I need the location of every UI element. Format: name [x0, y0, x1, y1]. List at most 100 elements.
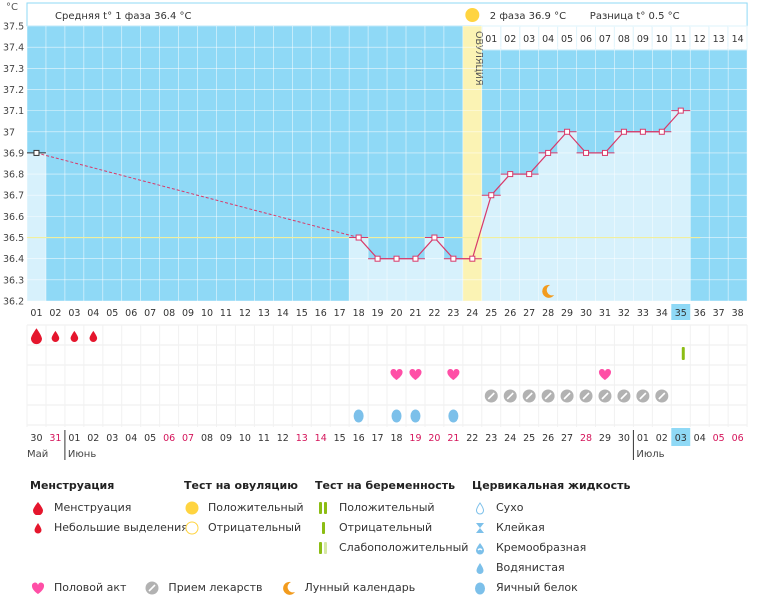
- pill-stripe: [639, 392, 647, 400]
- legend-title-ovulation-test: Тест на овуляцию: [184, 479, 298, 492]
- cycle-day-label: 07: [144, 308, 156, 319]
- egg-white-icon: [448, 409, 459, 423]
- temp-point: [374, 255, 381, 262]
- pill-stripe: [582, 392, 590, 400]
- cycle-day-label: 32: [618, 308, 630, 319]
- small-drop-icon: [30, 520, 46, 536]
- egg-white-icon: [410, 409, 421, 423]
- temp-point: [431, 234, 438, 241]
- cycle-day-label: 04: [87, 308, 99, 319]
- temp-line-gap: [36, 152, 359, 239]
- y-tick-label: 37: [3, 127, 15, 138]
- egg-white-icon: [391, 409, 402, 423]
- moon-icon: [281, 580, 297, 596]
- temp-point: [677, 107, 684, 114]
- calendar-date-label: 01: [637, 433, 649, 444]
- temp-point: [639, 128, 646, 135]
- pill-stripe: [525, 392, 533, 400]
- legend-item-spotting: Небольшие выделения: [30, 518, 188, 538]
- temp-point: [545, 149, 552, 156]
- legend-menstruation: Менструация Менструация Небольшие выделе…: [30, 479, 188, 538]
- phase2-day-label: 03: [523, 34, 535, 45]
- calendar-date-label: 06: [163, 433, 175, 444]
- legend-item-ovulation-negative: Отрицательный: [184, 518, 304, 538]
- pill-stripe: [658, 392, 666, 400]
- calendar-date-label: 21: [447, 433, 459, 444]
- temp-point: [620, 128, 627, 135]
- temp-point: [601, 149, 608, 156]
- cycle-day-label: 02: [49, 308, 61, 319]
- calendar-date-label: 04: [125, 433, 137, 444]
- pill-stripe: [563, 392, 571, 400]
- temp-bar: [481, 195, 501, 301]
- phase2-day-label: 04: [542, 34, 554, 45]
- calendar-date-label: 30: [618, 433, 630, 444]
- temp-bar: [538, 152, 558, 301]
- spotting-icon: [89, 330, 98, 342]
- cycle-day-label: 10: [201, 308, 213, 319]
- phase1-average: Средняя t° 1 фаза 36.4 °C: [55, 11, 192, 22]
- cycle-day-label: 33: [637, 308, 649, 319]
- y-unit-label: °C: [6, 2, 18, 13]
- month-label: Июнь: [68, 449, 96, 460]
- temp-point: [488, 192, 495, 199]
- cycle-day-label: 25: [485, 308, 497, 319]
- legend-item-menstruation: Менструация: [30, 498, 188, 518]
- pill-stripe: [620, 392, 628, 400]
- legend-title-menstruation: Менструация: [30, 479, 115, 492]
- dry-drop-icon: [472, 500, 488, 516]
- y-tick-label: 36.4: [3, 254, 24, 265]
- calendar-date-label: 31: [49, 433, 61, 444]
- current-day-highlight: [671, 304, 691, 320]
- legend-item-intercourse: Половой акт: [30, 578, 126, 598]
- calendar-date-label: 19: [409, 433, 421, 444]
- legend-pregnancy-test: Тест на беременность Положительный Отриц…: [315, 479, 468, 558]
- temp-point: [393, 255, 400, 262]
- temp-point: [469, 255, 476, 262]
- cycle-day-label: 12: [239, 308, 251, 319]
- phase2-day-label: 07: [599, 34, 611, 45]
- calendar-date-label: 20: [428, 433, 440, 444]
- cycle-day-label: 03: [68, 308, 80, 319]
- cycle-day-label: 34: [656, 308, 668, 319]
- calendar-date-label: 24: [504, 433, 516, 444]
- cycle-day-label: 27: [523, 308, 535, 319]
- temp-bar: [349, 237, 369, 301]
- cycle-day-label: 18: [353, 308, 365, 319]
- cycle-day-label: 15: [296, 308, 308, 319]
- legend-item-dry: Сухо: [472, 498, 630, 518]
- cycle-day-label: 28: [542, 308, 554, 319]
- legend-item-preg-weak: Слабоположительный: [315, 538, 468, 558]
- cycle-day-label: 20: [390, 308, 402, 319]
- cycle-day-label: 36: [694, 308, 706, 319]
- legend-ovulation-test: Тест на овуляцию Положительный Отрицател…: [184, 479, 304, 538]
- legend-item-preg-negative: Отрицательный: [315, 518, 468, 538]
- spotting-icon: [51, 330, 60, 342]
- cycle-day-label: 01: [30, 308, 42, 319]
- cycle-day-label: 37: [713, 308, 725, 319]
- temp-point: [526, 171, 533, 178]
- bottom-legend: Половой акт Прием лекарств Лунный календ…: [30, 578, 415, 598]
- temp-point: [33, 149, 40, 156]
- phase2-day-label: 01: [485, 34, 497, 45]
- calendar-date-label: 09: [220, 433, 232, 444]
- calendar-date-label: 08: [201, 433, 213, 444]
- phase2-day-label: 05: [561, 34, 573, 45]
- y-tick-label: 36.2: [3, 297, 24, 308]
- phase2-day-label: 10: [656, 34, 668, 45]
- egg-white-icon: [353, 409, 364, 423]
- ovulation-label: ОВУЛЯЦИЯ: [473, 31, 484, 86]
- pill-stripe: [506, 392, 514, 400]
- today-date-highlight: [671, 428, 691, 446]
- pill-stripe: [487, 392, 495, 400]
- cycle-day-label: 16: [315, 308, 327, 319]
- calendar-date-label: 22: [466, 433, 478, 444]
- legend-item-preg-positive: Положительный: [315, 498, 468, 518]
- y-tick-label: 37.2: [3, 85, 24, 96]
- cycle-day-label: 05: [106, 308, 118, 319]
- legend-title-cervical: Цервикальная жидкость: [472, 479, 631, 492]
- temp-bar: [27, 152, 46, 301]
- phase2-average: 2 фаза 36.9 °C: [490, 11, 566, 22]
- calendar-date-label: 05: [144, 433, 156, 444]
- calendar-date-label: 10: [239, 433, 251, 444]
